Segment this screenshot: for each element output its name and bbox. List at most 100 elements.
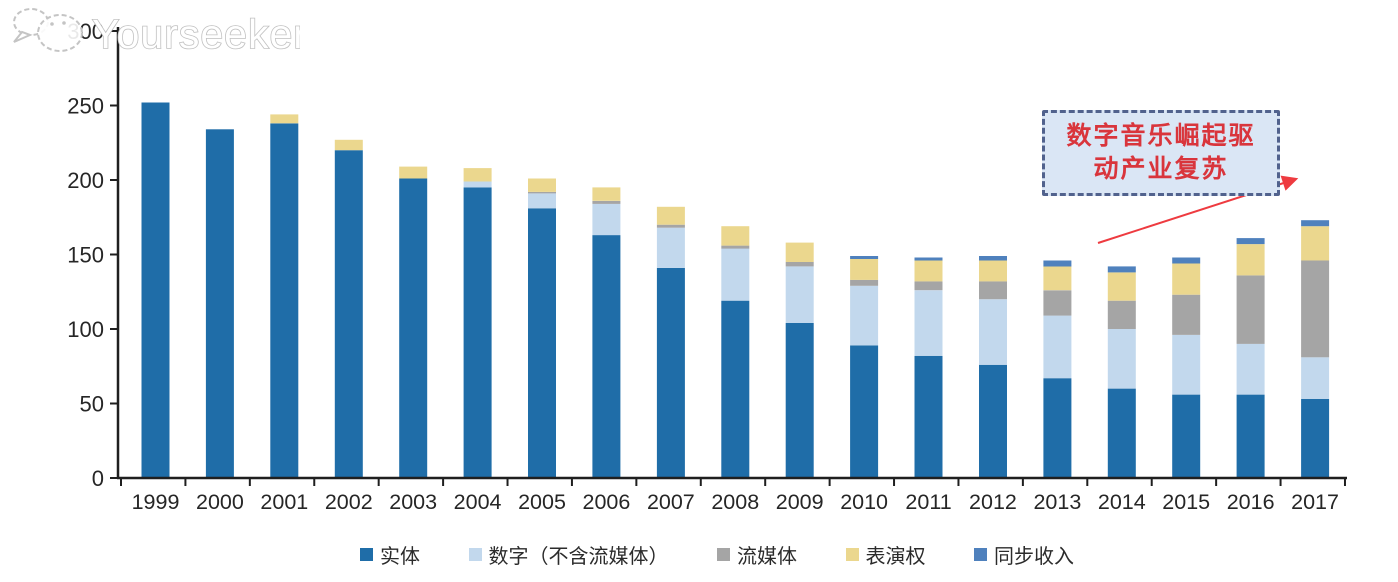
bar-segment-streaming [1172, 294, 1201, 335]
bar-segment-sync [1043, 260, 1072, 267]
bar-segment-sync [850, 256, 879, 259]
speech-bubbles-icon [13, 8, 83, 52]
bar-segment-performance [1172, 263, 1201, 295]
bar-segment-performance [914, 260, 943, 282]
bar-segment-digital [1172, 335, 1201, 395]
bar-segment-digital [1301, 357, 1330, 399]
bar-segment-sync [1301, 220, 1330, 227]
legend-item-performance: 表演权 [845, 540, 926, 569]
bar-segment-performance [1043, 266, 1072, 291]
bar-segment-physical [270, 123, 299, 479]
x-axis-label: 2001 [260, 490, 308, 514]
bar-segment-physical [1172, 394, 1201, 478]
bar-segment-physical [656, 267, 685, 478]
bar-segment-physical [721, 300, 750, 478]
bar-segment-physical [1043, 378, 1072, 478]
bar-segment-performance [721, 226, 750, 246]
bar-segment-digital [463, 181, 492, 188]
bar-segment-streaming [656, 224, 685, 228]
bar-segment-sync [1236, 238, 1265, 245]
x-axis-label: 2007 [647, 490, 695, 514]
bar-segment-digital [850, 285, 879, 346]
bar-segment-performance [979, 260, 1007, 282]
bar-segment-physical [205, 129, 234, 479]
bar-segment-performance [656, 206, 685, 225]
x-axis-label: 2009 [776, 490, 824, 514]
bar-segment-digital [785, 266, 814, 323]
legend-swatch-icon [360, 548, 373, 561]
watermark-text: Yourseeker [92, 11, 300, 57]
x-axis-label: 2016 [1227, 490, 1275, 514]
x-axis-label: 1999 [132, 490, 180, 514]
bar-segment-physical [850, 345, 879, 478]
bar-segment-streaming [785, 261, 814, 267]
bar-segment-streaming [1301, 260, 1330, 358]
legend-label: 同步收入 [994, 546, 1074, 568]
bar-segment-physical [785, 323, 814, 478]
bar-segment-sync [1107, 266, 1136, 273]
y-axis-label: 200 [67, 168, 104, 193]
bar-segment-performance [592, 187, 621, 201]
bar-segment-streaming [528, 191, 556, 194]
bar-segment-streaming [721, 245, 750, 249]
bar-segment-physical [914, 355, 943, 478]
bar-segment-physical [979, 364, 1007, 478]
bar-segment-performance [270, 114, 299, 124]
x-axis-label: 2010 [840, 490, 888, 514]
legend-label: 数字（不含流媒体） [488, 546, 669, 568]
legend-swatch-icon [974, 548, 987, 561]
bar-segment-digital [1107, 329, 1136, 389]
bar-segment-performance [1301, 226, 1330, 261]
legend-label: 表演权 [865, 546, 926, 568]
bar-segment-performance [1236, 244, 1265, 276]
bar-segment-performance [463, 168, 492, 182]
y-axis-label: 50 [80, 392, 104, 417]
bar-segment-physical [463, 187, 492, 478]
bar-segment-performance [785, 242, 814, 262]
legend-swatch-icon [468, 548, 482, 561]
legend-item-physical: 实体 [360, 540, 420, 569]
bar-segment-performance [399, 166, 428, 179]
bars-layer [141, 102, 1330, 479]
bar-segment-digital [914, 290, 943, 356]
y-axis-label: 0 [92, 466, 104, 491]
x-axis-label: 2015 [1162, 490, 1210, 514]
bar-segment-physical [1301, 399, 1330, 478]
legend-item-sync: 同步收入 [974, 540, 1074, 569]
watermark: Yourseeker [13, 8, 300, 58]
bar-segment-sync [914, 257, 943, 261]
bar-segment-streaming [914, 281, 943, 291]
legend-swatch-icon [845, 548, 859, 561]
bar-segment-sync [979, 256, 1007, 261]
chart-legend: 实体 数字（不含流媒体） 流媒体 表演权 同步收入 [360, 540, 1074, 569]
bar-segment-physical [334, 150, 363, 478]
bar-segment-digital [656, 227, 685, 268]
x-axis-label: 2011 [905, 490, 951, 514]
x-axis-label: 2012 [969, 490, 1017, 514]
legend-label: 流媒体 [737, 546, 797, 568]
bar-segment-physical [1236, 394, 1265, 478]
bar-segment-streaming [592, 200, 621, 204]
x-axis-label: 2013 [1033, 490, 1081, 514]
annotation-callout: 数字音乐崛起驱 动产业复苏 [1042, 110, 1280, 196]
y-axis-label: 150 [67, 243, 104, 268]
legend-item-digital: 数字（不含流媒体） [468, 540, 669, 569]
bar-segment-digital [721, 248, 750, 301]
x-axis-label: 2006 [583, 490, 631, 514]
bar-segment-physical [592, 235, 621, 478]
bar-segment-digital [979, 299, 1007, 365]
x-axis-label: 2005 [518, 490, 566, 514]
annotation-text-line2: 动产业复苏 [1093, 155, 1229, 183]
bar-segment-performance [528, 178, 556, 192]
y-axis-label: 250 [67, 94, 104, 119]
legend-swatch-icon [717, 548, 730, 561]
bar-segment-digital [1236, 343, 1265, 395]
bar-segment-physical [399, 178, 428, 478]
bar-segment-performance [1107, 272, 1136, 301]
x-axis-label: 2008 [711, 490, 759, 514]
annotation-text-line1: 数字音乐崛起驱 [1066, 122, 1256, 150]
bar-segment-streaming [979, 281, 1007, 300]
